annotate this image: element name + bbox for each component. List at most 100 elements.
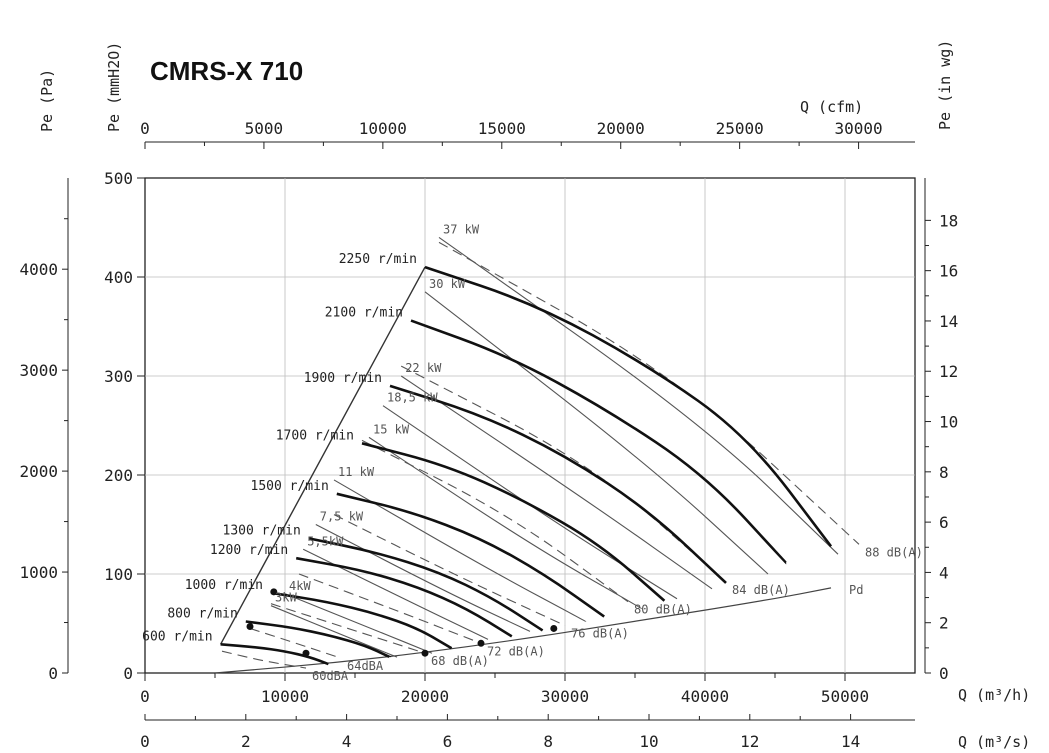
power-line [270,605,398,658]
tick-label-inwg: 2 [939,614,949,633]
noise-line [400,365,727,583]
tick-label-mmh2o: 500 [104,169,133,188]
speed-curve [245,620,391,659]
noise-line [249,627,342,659]
speed-label: 2250 r/min [339,252,417,267]
tick-label-m3h: 10000 [261,687,309,706]
tick-label-m3h: 50000 [821,687,869,706]
chart-title: CMRS-X 710 [150,56,303,86]
speed-curve [295,556,513,638]
power-label: 18,5 kW [387,391,438,405]
power-label: 5,5kW [307,534,344,548]
tick-label-mmh2o: 100 [104,565,133,584]
noise-label: 84 dB(A) [732,583,790,597]
noise-line [221,650,307,669]
axis-label-mmh2o: Pe (mmH2O) [105,42,123,132]
power-line [302,548,489,640]
noise-label: 76 dB(A) [571,626,629,640]
noise-line [333,514,566,626]
speed-label: 1300 r/min [223,523,301,538]
axis-label-m3s: Q (m³/s) [958,733,1030,751]
tick-label-pa: 2000 [19,462,58,481]
tick-label-m3s: 8 [543,732,553,751]
tick-label-m3h: 20000 [401,687,449,706]
axis-label-cfm: Q (cfm) [800,98,863,116]
tick-label-cfm: 10000 [359,119,407,138]
power-line [424,291,769,575]
speed-label: 1500 r/min [251,479,329,494]
tick-label-inwg: 10 [939,413,958,432]
tick-label-m3h: 30000 [541,687,589,706]
noise-marker [270,588,278,596]
tick-label-inwg: 18 [939,211,958,230]
noise-label: 72 dB(A) [487,644,545,658]
plot-frame [144,177,916,674]
noise-label: 80 dB(A) [634,603,692,617]
tick-label-m3s: 0 [140,732,150,751]
noise-label: 64dBA [347,659,384,673]
tick-label-m3h: 40000 [681,687,729,706]
tick-label-pa: 0 [48,664,58,683]
speed-curve [424,265,833,548]
tick-label-pa: 1000 [19,563,58,582]
power-label: 11 kW [338,465,375,479]
noise-marker [477,639,485,647]
tick-label-cfm: 20000 [597,119,645,138]
noise-label: 68 dB(A) [431,654,489,668]
dynamic-pressure-line [214,587,832,674]
noise-marker [421,649,429,657]
pd-label: Pd [849,583,863,597]
power-line [400,375,713,590]
tick-label-pa: 3000 [19,361,58,380]
noise-marker [302,649,310,657]
surge-envelope-line [219,266,426,645]
power-line [368,436,643,610]
power-line [382,405,678,600]
noise-line [361,439,629,603]
tick-label-m3h: 0 [140,687,150,706]
tick-label-inwg: 12 [939,362,958,381]
power-label: 30 kW [429,277,466,291]
tick-label-cfm: 0 [140,119,150,138]
noise-marker [550,624,558,632]
power-label: 4kW [289,579,311,593]
tick-label-inwg: 0 [939,664,949,683]
tick-label-m3s: 2 [241,732,251,751]
speed-label: 1900 r/min [304,371,382,386]
power-line [315,524,531,632]
tick-label-inwg: 4 [939,563,949,582]
noise-marker [246,622,254,630]
axis-label-m3h: Q (m³/h) [958,686,1030,704]
speed-curve [220,642,329,666]
speed-label: 600 r/min [142,629,212,644]
tick-label-cfm: 30000 [834,119,882,138]
speed-label: 800 r/min [167,607,237,622]
speed-label: 2100 r/min [325,306,403,321]
speed-curve [308,537,544,632]
tick-label-mmh2o: 400 [104,268,133,287]
axis-label-inwg: Pe (in wg) [936,40,954,130]
axis-label-pa: Pe (Pa) [38,69,56,132]
tick-label-cfm: 15000 [478,119,526,138]
tick-label-mmh2o: 200 [104,466,133,485]
speed-label: 1000 r/min [185,578,263,593]
speed-curve [336,492,605,618]
power-line [333,479,587,623]
speed-curve [361,442,666,602]
speed-curve [410,319,788,564]
power-label: 37 kW [443,222,480,236]
tick-label-inwg: 8 [939,463,949,482]
tick-label-cfm: 5000 [245,119,284,138]
tick-label-m3s: 14 [841,732,860,751]
tick-label-mmh2o: 300 [104,367,133,386]
tick-label-pa: 4000 [19,260,58,279]
power-label: 3kW [275,591,297,605]
tick-label-m3s: 12 [740,732,759,751]
power-label: 22 kW [405,361,442,375]
tick-label-cfm: 25000 [716,119,764,138]
power-label: 15 kW [373,422,410,436]
tick-label-inwg: 14 [939,312,958,331]
noise-line [298,573,482,644]
speed-label: 1700 r/min [276,428,354,443]
speed-curve [270,591,453,650]
